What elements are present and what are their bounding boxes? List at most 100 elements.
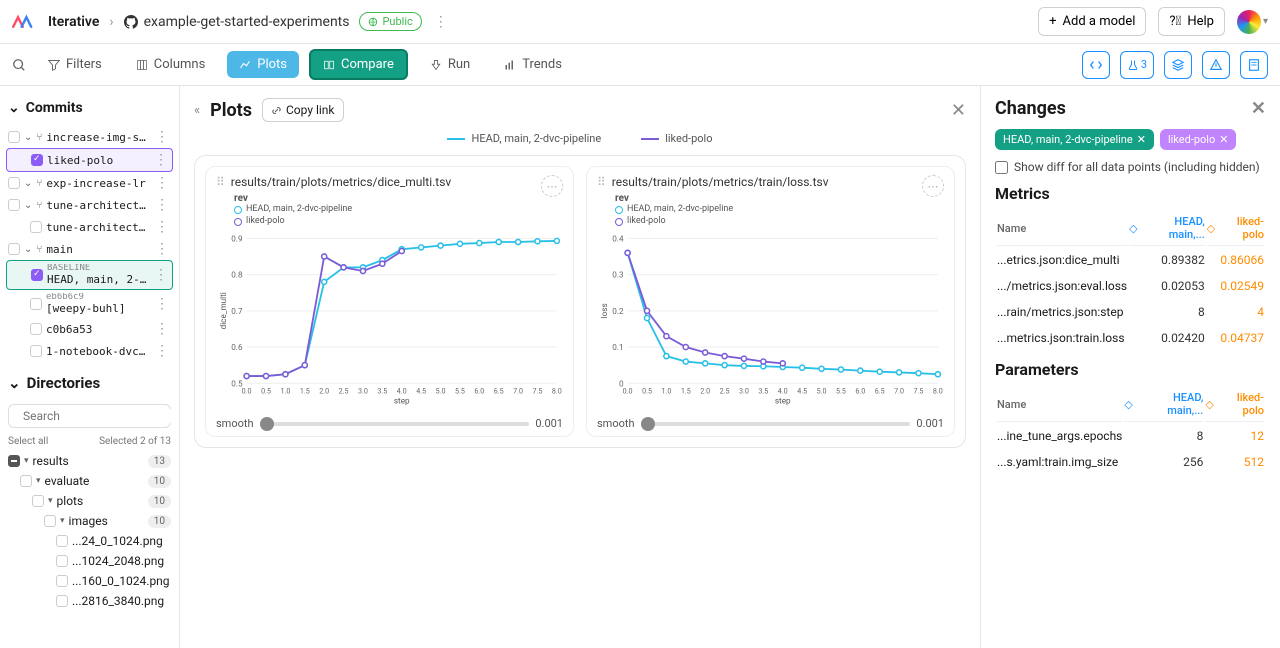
col-head-a[interactable]: ◇ HEAD, main,...: [1129, 215, 1205, 241]
commit-row[interactable]: eb6b6c9[weepy-buhl]⋮: [6, 290, 173, 318]
tree-row[interactable]: ▾ evaluate 10: [6, 471, 173, 491]
tree-row[interactable]: ▾ images 10: [6, 511, 173, 531]
tree-row[interactable]: ...1024_2048.png: [6, 551, 173, 571]
remove-chip-icon[interactable]: ✕: [1137, 133, 1146, 146]
close-changes-icon[interactable]: ✕: [1251, 98, 1266, 119]
caret-icon[interactable]: ▾: [60, 516, 65, 526]
select-all-link[interactable]: Select all: [8, 436, 48, 447]
row-menu-icon[interactable]: ⋮: [153, 219, 171, 235]
checkbox[interactable]: [8, 131, 20, 143]
repo-name[interactable]: example-get-started-experiments: [124, 14, 350, 30]
checkbox[interactable]: [31, 269, 43, 281]
svg-text:4.0: 4.0: [778, 387, 788, 396]
checkbox[interactable]: [8, 177, 20, 189]
beaker-badge[interactable]: 3: [1120, 51, 1154, 79]
drag-handle-icon[interactable]: ⠿: [216, 175, 225, 189]
caret-icon[interactable]: ▾: [36, 476, 41, 486]
tree-row[interactable]: ...24_0_1024.png: [6, 531, 173, 551]
row-menu-icon[interactable]: ⋮: [152, 152, 170, 168]
plots-tab[interactable]: Plots: [227, 51, 299, 78]
commit-row[interactable]: ⌄⑂exp-increase-lr⋮: [6, 172, 173, 194]
checkbox[interactable]: [44, 515, 56, 527]
tree-row[interactable]: ...2816_3840.png: [6, 591, 173, 611]
directory-search[interactable]: [8, 404, 171, 428]
tree-label: ...1024_2048.png: [72, 554, 164, 568]
remove-chip-icon[interactable]: ✕: [1219, 133, 1228, 146]
checkbox[interactable]: [56, 575, 68, 587]
compare-tab[interactable]: Compare: [309, 49, 408, 80]
repo-menu-icon[interactable]: ⋮: [432, 14, 450, 30]
report-icon[interactable]: [1240, 51, 1268, 79]
caret-icon[interactable]: ▾: [24, 456, 29, 466]
smooth-slider[interactable]: [641, 422, 911, 426]
add-model-button[interactable]: + Add a model: [1038, 7, 1146, 36]
row-menu-icon[interactable]: ⋮: [152, 267, 170, 283]
checkbox[interactable]: [8, 243, 20, 255]
trends-button[interactable]: Trends: [492, 51, 574, 78]
checkbox[interactable]: [30, 298, 42, 310]
row-menu-icon[interactable]: ⋮: [153, 321, 171, 337]
commit-row[interactable]: ⌄⑂increase-img-size-epochs⋮: [6, 126, 173, 148]
commit-row[interactable]: liked-polo⋮: [6, 148, 173, 172]
checkbox[interactable]: [30, 323, 42, 335]
commit-row[interactable]: tune-architecture⋮: [6, 216, 173, 238]
row-menu-icon[interactable]: ⋮: [153, 129, 171, 145]
checkbox[interactable]: [30, 345, 42, 357]
row-menu-icon[interactable]: ⋮: [153, 296, 171, 312]
col-head-b[interactable]: ◇ liked-polo: [1207, 215, 1264, 241]
chip-head[interactable]: HEAD, main, 2-dvc-pipeline✕: [995, 129, 1154, 150]
search-icon[interactable]: [12, 58, 26, 72]
col-head-b[interactable]: ◇ liked-polo: [1205, 391, 1264, 417]
checkbox[interactable]: [30, 221, 42, 233]
chevron-icon[interactable]: ⌄: [24, 244, 32, 255]
org-name[interactable]: Iterative: [48, 14, 99, 30]
commit-row[interactable]: 1-notebook-dvclive⋮: [6, 340, 173, 362]
row-menu-icon[interactable]: ⋮: [153, 343, 171, 359]
commit-row[interactable]: c0b6a53⋮: [6, 318, 173, 340]
svg-text:6.0: 6.0: [474, 387, 484, 396]
row-menu-icon[interactable]: ⋮: [153, 197, 171, 213]
chevron-icon[interactable]: ⌄: [24, 178, 32, 189]
chart-menu-icon[interactable]: ⋯: [541, 175, 563, 197]
tree-row[interactable]: ▾ results 13: [6, 451, 173, 471]
run-button[interactable]: Run: [418, 51, 482, 78]
warning-icon[interactable]: [1202, 51, 1230, 79]
copy-link-button[interactable]: Copy link: [262, 98, 344, 122]
checkbox[interactable]: [56, 595, 68, 607]
row-menu-icon[interactable]: ⋮: [153, 175, 171, 191]
logo[interactable]: [12, 10, 36, 34]
commit-row[interactable]: ⌄⑂main⋮: [6, 238, 173, 260]
commit-row[interactable]: ⌄⑂tune-architecture⋮: [6, 194, 173, 216]
user-menu[interactable]: ▾: [1237, 10, 1268, 34]
commit-row[interactable]: BASELINEHEAD, main, 2-dvc-pip…⋮: [6, 260, 173, 290]
close-plots-icon[interactable]: ✕: [951, 100, 966, 121]
checkbox[interactable]: [8, 199, 20, 211]
checkbox[interactable]: [56, 535, 68, 547]
chart-menu-icon[interactable]: ⋯: [922, 175, 944, 197]
layers-icon[interactable]: [1164, 51, 1192, 79]
directories-header[interactable]: ⌄ Directories: [6, 362, 173, 400]
checkbox[interactable]: [56, 555, 68, 567]
chip-liked-polo[interactable]: liked-polo✕: [1160, 129, 1237, 150]
checkbox[interactable]: [32, 495, 44, 507]
tree-row[interactable]: ▾ plots 10: [6, 491, 173, 511]
code-icon[interactable]: [1082, 51, 1110, 79]
col-head-a[interactable]: ◇ HEAD, main,...: [1124, 391, 1203, 417]
help-button[interactable]: ?⃝ Help: [1158, 7, 1225, 36]
drag-handle-icon[interactable]: ⠿: [597, 175, 606, 189]
commits-header[interactable]: ⌄ Commits: [6, 96, 173, 126]
search-input[interactable]: [23, 409, 179, 423]
filters-button[interactable]: Filters: [36, 51, 114, 78]
show-diff-checkbox[interactable]: Show diff for all data points (including…: [995, 160, 1266, 174]
row-menu-icon[interactable]: ⋮: [153, 241, 171, 257]
smooth-slider[interactable]: [260, 422, 530, 426]
columns-button[interactable]: Columns: [124, 51, 218, 78]
chevron-icon[interactable]: ⌄: [24, 132, 32, 143]
collapse-icon[interactable]: «: [194, 103, 200, 118]
tree-row[interactable]: ...160_0_1024.png: [6, 571, 173, 591]
checkbox[interactable]: [8, 455, 20, 467]
chevron-icon[interactable]: ⌄: [24, 200, 32, 211]
caret-icon[interactable]: ▾: [48, 496, 53, 506]
checkbox[interactable]: [31, 154, 43, 166]
checkbox[interactable]: [20, 475, 32, 487]
